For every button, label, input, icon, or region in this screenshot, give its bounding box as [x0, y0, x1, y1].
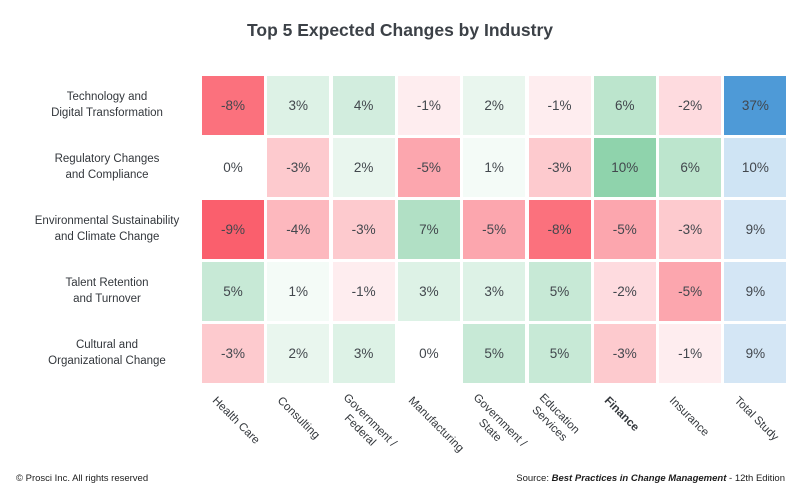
heatmap-cell-r3c2: -1%: [332, 262, 395, 321]
heatmap-cell-r4c2: 3%: [332, 324, 395, 383]
row-label-1: Regulatory Changes and Compliance: [54, 152, 160, 181]
heatmap-cell-r4c3: 0%: [397, 324, 460, 383]
source-edition: - 12th Edition: [726, 473, 785, 484]
heatmap-cell-r4c7: -1%: [659, 324, 722, 383]
col-label-6: Finance: [601, 394, 641, 434]
heatmap-cell-r4c4: 5%: [463, 324, 526, 383]
source-text: Source: Best Practices in Change Managem…: [516, 473, 785, 484]
chart-title: Top 5 Expected Changes by Industry: [247, 20, 553, 40]
row-label-2: Environmental Sustainability and Climate …: [34, 214, 180, 243]
heatmap-cell-r4c1: 2%: [267, 324, 330, 383]
col-label-8: Total Study: [732, 394, 781, 444]
heatmap-cell-r0c7: -2%: [659, 76, 722, 135]
heatmap-cell-r3c3: 3%: [397, 262, 460, 321]
heatmap-cell-r2c0: -9%: [202, 200, 264, 259]
heatmap-cell-r2c8: 9%: [724, 200, 787, 259]
heatmap-cell-r0c1: 3%: [267, 76, 330, 135]
heatmap-cell-r0c5: -1%: [528, 76, 591, 135]
heatmap-cell-r3c0: 5%: [202, 262, 264, 321]
heatmap-cell-r4c5: 5%: [528, 324, 591, 383]
heatmap-cell-r1c7: 6%: [659, 138, 722, 197]
heatmap-cell-r2c6: -5%: [593, 200, 656, 259]
heatmap-cell-r0c3: -1%: [397, 76, 460, 135]
heatmap-cell-r0c4: 2%: [463, 76, 526, 135]
heatmap-cell-r2c4: -5%: [463, 200, 526, 259]
heatmap-cell-r3c6: -2%: [593, 262, 656, 321]
row-label-0: Technology and Digital Transformation: [51, 90, 163, 119]
heatmap-cell-r0c2: 4%: [332, 76, 395, 135]
heatmap-cell-r3c7: -5%: [659, 262, 722, 321]
heatmap-cell-r3c5: 5%: [528, 262, 591, 321]
col-label-1: Consulting: [275, 394, 323, 442]
col-label-0: Health Care: [209, 394, 262, 447]
heatmap-cell-r0c0: -8%: [202, 76, 264, 135]
heatmap-cell-r4c6: -3%: [593, 324, 656, 383]
heatmap-cell-r2c2: -3%: [332, 200, 395, 259]
heatmap-cell-r1c4: 1%: [463, 138, 526, 197]
heatmap-cell-r1c3: -5%: [397, 138, 460, 197]
col-label-2: Government / Federal: [340, 391, 399, 450]
heatmap-cell-r3c1: 1%: [267, 262, 330, 321]
source-title: Best Practices in Change Management: [551, 473, 727, 484]
heatmap-cell-r1c0: 0%: [202, 138, 264, 197]
heatmap-cell-r2c7: -3%: [659, 200, 722, 259]
row-label-4: Cultural and Organizational Change: [48, 338, 166, 367]
heatmap-cell-r4c0: -3%: [202, 324, 264, 383]
col-label-7: Insurance: [666, 394, 712, 439]
copyright-text: © Prosci Inc. All rights reserved: [16, 473, 149, 484]
heatmap-cell-r2c5: -8%: [528, 200, 591, 259]
heatmap-cell-r2c3: 7%: [397, 200, 460, 259]
heatmap-cell-r1c2: 2%: [332, 138, 395, 197]
heatmap-cell-r3c8: 9%: [724, 262, 787, 321]
heatmap-cell-r2c1: -4%: [267, 200, 330, 259]
col-label-3: Manufacturing: [405, 394, 466, 455]
heatmap-cell-r1c6: 10%: [593, 138, 656, 197]
heatmap-cell-r1c1: -3%: [267, 138, 330, 197]
col-label-4: Government / State: [470, 391, 529, 450]
heatmap-cell-r0c6: 6%: [593, 76, 656, 135]
source-prefix: Source:: [516, 473, 552, 484]
heatmap-cell-r4c8: 9%: [724, 324, 787, 383]
heatmap-cell-r0c8: 37%: [724, 76, 787, 135]
row-label-3: Talent Retention and Turnover: [65, 276, 149, 305]
heatmap-cell-r1c8: 10%: [724, 138, 787, 197]
heatmap-cell-r3c4: 3%: [463, 262, 526, 321]
heatmap-cell-r1c5: -3%: [528, 138, 591, 197]
